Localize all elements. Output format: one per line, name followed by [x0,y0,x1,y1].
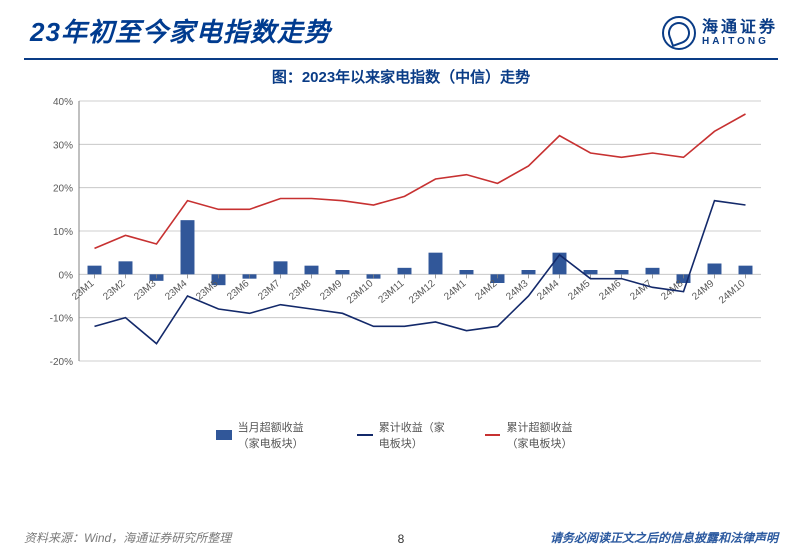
svg-text:23M11: 23M11 [376,278,406,306]
logo-text: 海通证券 HAITONG [702,20,778,47]
svg-text:30%: 30% [53,140,73,151]
legend-label-bar: 当月超额收益（家电板块） [238,419,318,451]
svg-text:24M5: 24M5 [566,278,593,303]
slide: 23年初至今家电指数走势 海通证券 HAITONG 图：2023年以来家电指数（… [0,0,802,554]
logo-icon [662,16,696,50]
svg-text:23M10: 23M10 [345,278,376,306]
svg-text:23M12: 23M12 [407,278,438,306]
chart-title: 图：2023年以来家电指数（中信）走势 [0,66,802,87]
svg-text:23M1: 23M1 [70,278,97,303]
swatch-bar [216,430,232,440]
svg-text:-20%: -20% [50,357,73,368]
svg-text:-10%: -10% [50,314,73,325]
svg-text:10%: 10% [53,227,73,238]
legend-label-line2: 累计超额收益（家电板块） [506,419,586,451]
chart: -20%-10%0%10%20%30%40%23M123M223M323M423… [31,91,771,451]
svg-text:23M6: 23M6 [225,278,252,303]
svg-text:24M9: 24M9 [690,278,717,303]
divider [24,58,778,60]
logo-cn: 海通证券 [702,20,778,36]
page-number: 8 [398,532,405,546]
chart-svg: -20%-10%0%10%20%30%40%23M123M223M323M423… [31,91,771,451]
svg-text:23M9: 23M9 [318,278,345,303]
svg-text:24M3: 24M3 [504,278,531,303]
svg-text:0%: 0% [59,270,74,281]
svg-text:24M1: 24M1 [442,278,469,303]
svg-text:23M2: 23M2 [101,278,128,303]
legend-item-bar: 当月超额收益（家电板块） [216,419,317,451]
logo-en: HAITONG [702,37,778,47]
slide-title: 23年初至今家电指数走势 [30,12,331,49]
source-text: 资料来源：Wind，海通证券研究所整理 [24,529,231,546]
swatch-line2 [485,434,501,436]
disclaimer-text: 请务必阅读正文之后的信息披露和法律声明 [550,529,778,546]
svg-text:24M10: 24M10 [717,278,748,306]
legend-label-line1: 累计收益（家电板块） [379,419,445,451]
svg-text:23M3: 23M3 [132,278,159,303]
swatch-line1 [357,434,373,436]
svg-text:40%: 40% [53,97,73,108]
legend-item-line1: 累计收益（家电板块） [357,419,445,451]
svg-text:23M7: 23M7 [256,278,283,303]
logo: 海通证券 HAITONG [662,16,778,50]
svg-text:20%: 20% [53,184,73,195]
header: 23年初至今家电指数走势 海通证券 HAITONG [0,0,802,56]
legend-item-line2: 累计超额收益（家电板块） [485,419,586,451]
svg-text:23M8: 23M8 [287,278,314,303]
legend: 当月超额收益（家电板块） 累计收益（家电板块） 累计超额收益（家电板块） [216,419,586,451]
svg-text:24M6: 24M6 [597,278,624,303]
